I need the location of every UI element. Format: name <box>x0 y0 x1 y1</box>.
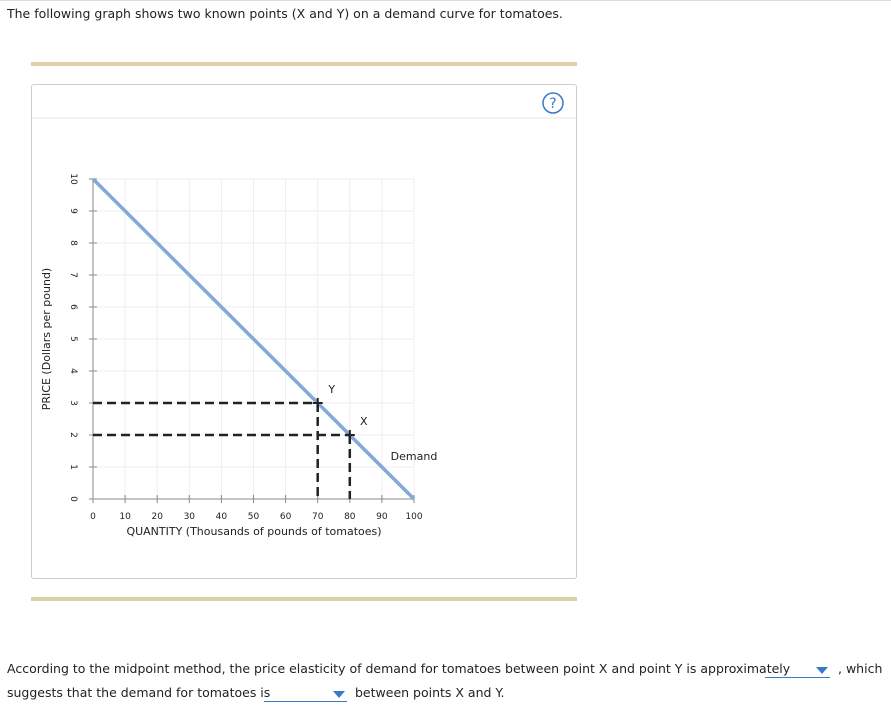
y-tick-label: 10 <box>68 173 78 185</box>
intro-text: The following graph shows two known poin… <box>7 6 563 21</box>
y-tick-label: 3 <box>68 400 78 406</box>
x-tick-label: 80 <box>344 512 356 522</box>
series-label: Demand <box>391 450 438 463</box>
y-tick-label: 5 <box>68 336 78 342</box>
question-text: between points X and Y. <box>355 685 505 700</box>
demand-type-dropdown[interactable] <box>264 687 347 702</box>
divider <box>31 597 577 601</box>
x-tick-label: 60 <box>280 512 292 522</box>
x-tick-label: 70 <box>312 512 324 522</box>
point-marker <box>344 430 355 440</box>
y-tick-label: 4 <box>68 368 78 374</box>
y-tick-label: 2 <box>68 432 78 438</box>
divider <box>31 62 577 66</box>
x-axis-label: QUANTITY (Thousands of pounds of tomatoe… <box>126 525 381 538</box>
y-tick-label: 9 <box>68 208 78 214</box>
y-tick-label: 6 <box>68 304 78 310</box>
question-text: , which <box>838 661 883 676</box>
top-rule <box>0 0 891 1</box>
graph-panel <box>31 84 577 579</box>
question-text: suggests that the demand for tomatoes is <box>7 685 271 700</box>
x-tick-label: 50 <box>248 512 260 522</box>
demand-curve <box>91 177 416 501</box>
y-tick-label: 1 <box>68 464 78 470</box>
point-label: X <box>360 415 368 428</box>
x-tick-label: 90 <box>376 512 388 522</box>
x-tick-label: 100 <box>405 512 422 522</box>
help-button[interactable] <box>542 92 564 114</box>
help-icon[interactable]: ? <box>549 96 556 112</box>
y-tick-label: 7 <box>68 272 78 278</box>
x-tick-label: 30 <box>184 512 196 522</box>
elasticity-dropdown[interactable] <box>765 663 830 678</box>
point-marker <box>312 398 323 408</box>
point-label: Y <box>327 383 335 396</box>
x-tick-label: 0 <box>90 512 96 522</box>
question-text: According to the midpoint method, the pr… <box>7 661 791 676</box>
y-tick-label: 8 <box>68 240 78 246</box>
x-tick-label: 20 <box>151 512 163 522</box>
y-axis-label: PRICE (Dollars per pound) <box>40 268 53 410</box>
x-tick-label: 40 <box>216 512 228 522</box>
x-tick-label: 10 <box>119 512 131 522</box>
y-tick-label: 0 <box>68 496 78 502</box>
